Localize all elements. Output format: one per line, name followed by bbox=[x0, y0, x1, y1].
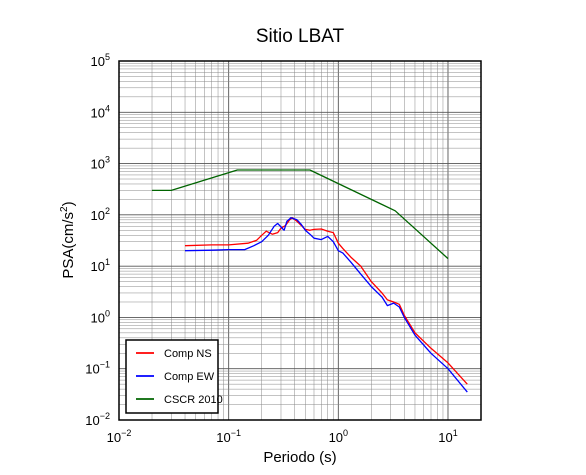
y-tick-label: 103 bbox=[91, 155, 110, 172]
x-tick-label: 10−2 bbox=[107, 428, 132, 445]
x-tick-exp: 0 bbox=[343, 428, 348, 438]
y-tick-exp: 2 bbox=[105, 206, 110, 216]
y-tick-label: 10−2 bbox=[85, 411, 110, 428]
y-tick-exp: 4 bbox=[105, 103, 110, 113]
chart-title: Sitio LBAT bbox=[256, 26, 345, 47]
legend: Comp NS Comp EW CSCR 2010 bbox=[125, 339, 223, 414]
y-tick-base: 10 bbox=[91, 54, 105, 69]
series-layer bbox=[152, 169, 468, 393]
y-tick-base: 10 bbox=[91, 208, 105, 223]
series-line-comp-ew bbox=[184, 217, 468, 393]
x-axis-title: Periodo (s) bbox=[263, 449, 336, 466]
y-tick-exp: 0 bbox=[105, 308, 110, 318]
legend-label-comp-ns: Comp NS bbox=[164, 348, 212, 360]
y-axis-title-main: PSA(cm/s bbox=[60, 212, 77, 279]
y-tick-exp: −1 bbox=[100, 360, 110, 370]
x-tick-base: 10 bbox=[329, 430, 343, 445]
x-tick-label: 101 bbox=[438, 428, 457, 445]
y-tick-exp: 1 bbox=[105, 257, 110, 267]
legend-label-cscr-2010: CSCR 2010 bbox=[164, 394, 223, 406]
plot-frame bbox=[118, 60, 482, 421]
y-tick-label: 102 bbox=[91, 206, 110, 223]
x-tick-label: 100 bbox=[329, 428, 348, 445]
x-tick-exp: −2 bbox=[121, 428, 131, 438]
x-tick-exp: 1 bbox=[453, 428, 458, 438]
x-tick-base: 10 bbox=[216, 430, 230, 445]
y-tick-exp: 5 bbox=[105, 52, 110, 62]
y-tick-base: 10 bbox=[85, 413, 99, 428]
y-axis-title: PSA(cm/s2) bbox=[59, 201, 77, 278]
y-tick-exp: 3 bbox=[105, 155, 110, 165]
legend-items: Comp NS Comp EW CSCR 2010 bbox=[136, 348, 223, 406]
x-tick-base: 10 bbox=[438, 430, 452, 445]
y-tick-exp: −2 bbox=[100, 411, 110, 421]
y-tick-label: 104 bbox=[91, 103, 110, 120]
y-tick-label: 105 bbox=[91, 52, 110, 69]
x-tick-labels: 10−2 10−1 100 101 bbox=[107, 428, 458, 445]
y-tick-base: 10 bbox=[91, 310, 105, 325]
series-line-comp-ns bbox=[184, 217, 468, 385]
y-tick-base: 10 bbox=[91, 105, 105, 120]
x-tick-label: 10−1 bbox=[216, 428, 241, 445]
y-tick-label: 101 bbox=[91, 257, 110, 274]
y-tick-base: 10 bbox=[85, 362, 99, 377]
grid bbox=[118, 60, 482, 421]
x-tick-base: 10 bbox=[107, 430, 121, 445]
y-tick-label: 100 bbox=[91, 308, 110, 325]
y-axis-title-sup: 2 bbox=[59, 206, 70, 212]
y-tick-label: 10−1 bbox=[85, 360, 110, 377]
series-line-cscr-2010 bbox=[152, 169, 449, 260]
y-axis-title-close: ) bbox=[60, 201, 77, 206]
y-tick-base: 10 bbox=[91, 157, 105, 172]
x-tick-exp: −1 bbox=[231, 428, 241, 438]
y-tick-base: 10 bbox=[91, 259, 105, 274]
legend-label-comp-ew: Comp EW bbox=[164, 371, 215, 383]
